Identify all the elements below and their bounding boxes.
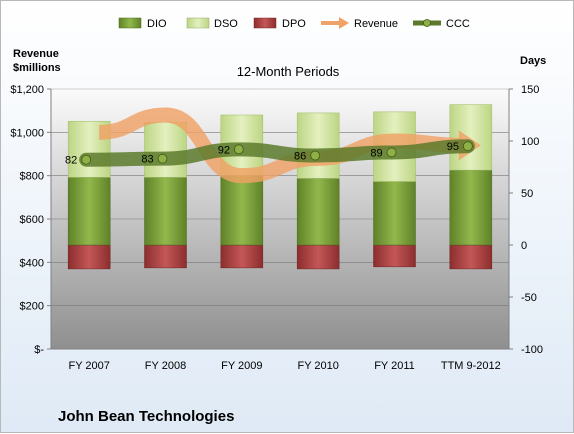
ccc-point [157, 153, 168, 164]
left-axis: $- $200 $400 $600 $800 $1,000 $1,200 [10, 84, 52, 356]
bar-dpo [296, 244, 340, 270]
bar-dio [449, 169, 493, 246]
x-tick-label: FY 2010 [297, 360, 338, 372]
bar-dpo [373, 244, 416, 268]
right-tick-label: -50 [521, 292, 537, 304]
legend-label-ccc: CCC [446, 18, 470, 30]
ccc-point [81, 154, 92, 165]
right-tick-label: 0 [521, 240, 527, 252]
right-axis-title: Days [520, 55, 546, 67]
bars [67, 104, 493, 270]
x-tick-label: FY 2007 [68, 360, 109, 372]
left-tick-label: $1,000 [10, 127, 44, 139]
left-tick-label: $200 [20, 301, 44, 313]
x-tick-label: FY 2011 [374, 360, 415, 372]
left-tick-label: $1,200 [10, 84, 44, 96]
ccc-data-label: 86 [294, 151, 306, 163]
legend-label-revenue: Revenue [354, 18, 398, 30]
ccc-point [462, 141, 473, 152]
x-axis: FY 2007 FY 2008 FY 2009 FY 2010 FY 2011 TTM 9… [51, 348, 509, 372]
left-tick-label: $- [34, 344, 44, 356]
right-tick-label: -100 [521, 344, 543, 356]
ccc-data-label: 83 [141, 154, 153, 166]
left-axis-title-line1: Revenue [13, 48, 59, 60]
ccc-data-label: 82 [65, 155, 77, 167]
bar-dpo [67, 244, 111, 270]
legend-swatch-dpo [253, 17, 277, 29]
right-tick-label: 150 [521, 84, 539, 96]
chart-title: 12-Month Periods [237, 64, 340, 79]
gridlines [51, 132, 509, 306]
ccc-point [310, 150, 321, 161]
revenue-line [98, 107, 463, 184]
x-tick-label: TTM 9-2012 [441, 360, 501, 372]
bar-dpo [144, 244, 187, 269]
left-tick-label: $600 [20, 214, 44, 226]
bar-dso [449, 104, 493, 171]
left-tick-label: $400 [20, 257, 44, 269]
ccc-series: 82 83 92 86 89 95 [65, 139, 475, 167]
right-axis: -100 -50 0 50 100 150 [508, 84, 543, 356]
bar-dio [67, 177, 111, 246]
left-tick-label: $800 [20, 171, 44, 183]
bar-dio [220, 175, 264, 246]
legend-label-dpo: DPO [282, 18, 306, 30]
left-axis-title-line2: $millions [13, 62, 61, 74]
ccc-data-label: 92 [218, 144, 230, 156]
legend-label-dso: DSO [214, 18, 238, 30]
ccc-point [233, 144, 244, 155]
right-tick-label: 50 [521, 188, 533, 200]
ccc-data-label: 89 [370, 147, 382, 159]
bar-dso [144, 122, 187, 178]
legend-swatch-ccc-marker [423, 19, 431, 27]
bar-dio [373, 181, 416, 246]
company-name: John Bean Technologies [58, 408, 234, 425]
x-tick-label: FY 2009 [221, 360, 262, 372]
legend-swatch-dso [186, 17, 210, 29]
bar-dio [296, 178, 340, 246]
bar-dpo [220, 244, 264, 269]
legend-swatch-revenue [321, 17, 349, 29]
ccc-data-label: 95 [447, 141, 459, 153]
bar-dio [144, 177, 187, 246]
legend-swatch-dio [118, 17, 142, 29]
x-tick-label: FY 2008 [145, 360, 186, 372]
legend-label-dio: DIO [147, 18, 167, 30]
right-tick-label: 100 [521, 136, 539, 148]
bar-dso [296, 112, 340, 179]
ccc-point [386, 147, 397, 158]
legend: DIO DSO DPO Revenue CCC [118, 17, 470, 30]
bar-dpo [449, 244, 493, 270]
